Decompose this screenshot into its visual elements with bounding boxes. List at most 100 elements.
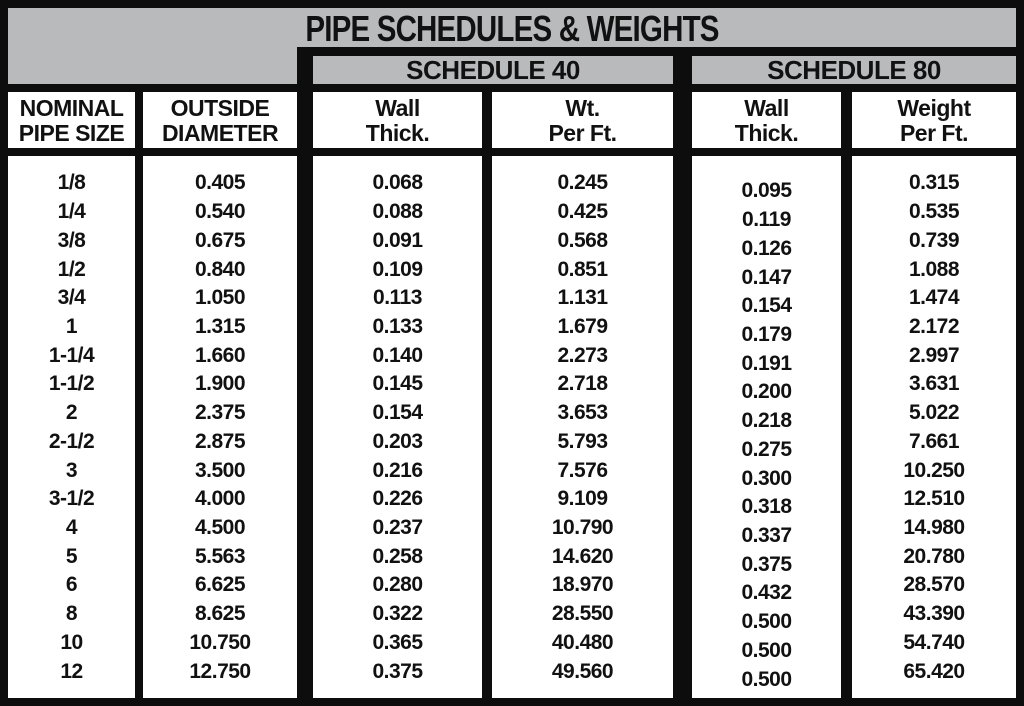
pipe-size-cell: 12 (60, 659, 83, 683)
outside-diameter-cell: 10.750 (189, 630, 251, 654)
sch80-wall-thickness-cell: 0.318 (741, 495, 792, 519)
col-header-nominal-pipe-size: NOMINAL PIPE SIZE (8, 92, 135, 148)
sch40-wall-thickness-cell: 0.154 (372, 401, 423, 425)
table-header-panel: PIPE SCHEDULES & WEIGHTS (8, 8, 1016, 84)
sch40-weight-per-ft-cell: 1.679 (557, 314, 608, 338)
sch40-wall-thickness-cell: 0.226 (372, 487, 423, 511)
sch80-wall-thickness-cell: 0.375 (741, 552, 792, 576)
sch40-weight-per-ft-cell: 7.576 (557, 458, 608, 482)
sch40-weight-per-ft-cell: 5.793 (557, 429, 608, 453)
sch40-weight-per-ft-cell: 40.480 (551, 630, 614, 654)
outside-diameter-cell: 0.840 (194, 257, 246, 281)
sch40-weight-per-ft-cell: 49.560 (551, 659, 614, 683)
sch40-wall-thickness-cell: 0.258 (372, 544, 423, 568)
sch80-weight-per-ft-cell: 2.172 (908, 314, 960, 338)
pipe-size-cell: 3/8 (57, 228, 86, 252)
pipe-size-cell: 2-1/2 (48, 429, 95, 453)
outside-diameter-cell: 0.405 (194, 171, 246, 195)
sch40-wall-thickness-cell: 0.237 (372, 515, 423, 539)
schedule-row-top-divider (297, 47, 1016, 56)
sch40-wall-thickness-cell: 0.280 (372, 573, 423, 597)
pipe-size-cell: 4 (65, 515, 78, 539)
sch80-wall-thickness-cell: 0.218 (741, 409, 792, 433)
sch80-wall-thickness-cell: 0.337 (741, 523, 792, 547)
sch40-weight-per-ft-cell: 3.653 (557, 401, 608, 425)
pipe-size-cell: 1 (65, 314, 78, 338)
sch80-wall-thickness-cell: 0.500 (741, 638, 792, 662)
sch80-weight-per-ft-cell: 2.997 (908, 343, 960, 367)
pipe-size-cell: 1/8 (57, 171, 86, 195)
pipe-size-cell: 1-1/4 (48, 343, 95, 367)
column-outside-diameter: 0.405 0.540 0.675 0.840 1.050 1.315 1.660 1.900… (143, 156, 297, 698)
sch40-weight-per-ft-cell: 0.245 (557, 171, 608, 195)
sch80-wall-thickness-cell: 0.095 (741, 179, 792, 203)
sch80-wall-thickness-cell: 0.500 (741, 610, 792, 634)
sch80-wall-thickness-cell: 0.147 (741, 265, 792, 289)
outside-diameter-cell: 2.375 (194, 401, 246, 425)
sch80-weight-per-ft-cell: 12.510 (903, 487, 965, 511)
col-header-sch80-weight-per-ft: Weight Per Ft. (852, 92, 1016, 148)
sch80-wall-thickness-cell: 0.191 (741, 351, 792, 375)
sch40-weight-per-ft-cell: 1.131 (557, 286, 608, 310)
pipe-size-cell: 6 (65, 573, 78, 597)
column-sch80-weight-per-ft: 0.315 0.535 0.739 1.088 1.474 2.172 2.997 3.631… (852, 156, 1016, 698)
sch80-weight-per-ft-cell: 10.250 (903, 458, 965, 482)
sch40-weight-per-ft-cell: 14.620 (551, 544, 614, 568)
pipe-size-cell: 10 (60, 630, 83, 654)
outside-diameter-cell: 8.625 (194, 602, 246, 626)
sch40-wall-thickness-cell: 0.109 (372, 257, 423, 281)
sch80-weight-per-ft-cell: 14.980 (903, 515, 965, 539)
sch40-weight-per-ft-cell: 28.550 (551, 602, 614, 626)
sch40-wall-thickness-cell: 0.133 (372, 314, 423, 338)
sch40-wall-thickness-cell: 0.145 (372, 372, 423, 396)
table-title: PIPE SCHEDULES & WEIGHTS (305, 8, 719, 49)
schedule-80-group-header: SCHEDULE 80 (767, 55, 941, 85)
outside-diameter-cell: 4.500 (194, 515, 246, 539)
column-sch80-wall-thickness: 0.095 0.119 0.126 0.147 0.154 0.179 0.191 0.200… (692, 156, 841, 698)
col-header-sch80-wall-thickness: Wall Thick. (692, 92, 841, 148)
pipe-size-cell: 3-1/2 (48, 487, 95, 511)
sch40-wall-thickness-cell: 0.203 (372, 429, 423, 453)
sch80-weight-per-ft-cell: 3.631 (908, 372, 960, 396)
outside-diameter-cell: 6.625 (194, 573, 246, 597)
sch40-weight-per-ft-cell: 9.109 (557, 487, 608, 511)
col-header-outside-diameter: OUTSIDE DIAMETER (143, 92, 297, 148)
col-header-sch40-weight-per-ft: Wt. Per Ft. (492, 92, 673, 148)
outside-diameter-cell: 0.540 (194, 200, 246, 224)
sch80-weight-per-ft-cell: 5.022 (908, 401, 960, 425)
pipe-size-cell: 8 (65, 602, 78, 626)
outside-diameter-cell: 3.500 (194, 458, 246, 482)
sch80-wall-thickness-cell: 0.119 (742, 208, 791, 232)
outside-diameter-cell: 2.875 (194, 429, 246, 453)
sch80-weight-per-ft-cell: 1.088 (908, 257, 960, 281)
sch40-weight-per-ft-cell: 0.425 (557, 200, 608, 224)
pipe-size-cell: 3 (65, 458, 78, 482)
column-nominal-pipe-size: 1/8 1/4 3/8 1/2 3/4 1 1-1/4 1-1/2 2 2-1/2 3 3-1/2 4 5… (8, 156, 135, 698)
outside-diameter-cell: 0.675 (194, 228, 246, 252)
pipe-size-cell: 3/4 (57, 286, 86, 310)
sch80-wall-thickness-cell: 0.154 (741, 294, 792, 318)
outside-diameter-cell: 1.660 (194, 343, 246, 367)
sch40-weight-per-ft-cell: 0.851 (557, 257, 608, 281)
sch80-wall-thickness-cell: 0.275 (741, 437, 792, 461)
sch40-wall-thickness-cell: 0.322 (372, 602, 423, 626)
pipe-size-cell: 2 (65, 401, 78, 425)
sch80-wall-thickness-cell: 0.126 (741, 236, 792, 260)
sch40-wall-thickness-cell: 0.113 (373, 286, 422, 310)
sch40-wall-thickness-cell: 0.088 (372, 200, 423, 224)
outside-diameter-cell: 4.000 (194, 487, 246, 511)
sch40-wall-thickness-cell: 0.216 (372, 458, 423, 482)
pipe-size-cell: 1-1/2 (48, 372, 95, 396)
column-sch40-weight-per-ft: 0.245 0.425 0.568 0.851 1.131 1.679 2.273 2.718… (492, 156, 673, 698)
sch40-wall-thickness-cell: 0.375 (372, 659, 423, 683)
sch40-weight-per-ft-cell: 0.568 (557, 228, 608, 252)
sch80-weight-per-ft-cell: 0.535 (908, 200, 960, 224)
pipe-size-cell: 1/2 (57, 257, 86, 281)
sch40-weight-per-ft-cell: 10.790 (551, 515, 614, 539)
schedule40-schedule80-divider (673, 47, 692, 84)
sch80-weight-per-ft-cell: 7.661 (908, 429, 960, 453)
outside-diameter-cell: 1.315 (194, 314, 246, 338)
sch40-weight-per-ft-cell: 2.718 (557, 372, 608, 396)
sch80-weight-per-ft-cell: 54.740 (903, 630, 965, 654)
outside-diameter-cell: 12.750 (189, 659, 251, 683)
